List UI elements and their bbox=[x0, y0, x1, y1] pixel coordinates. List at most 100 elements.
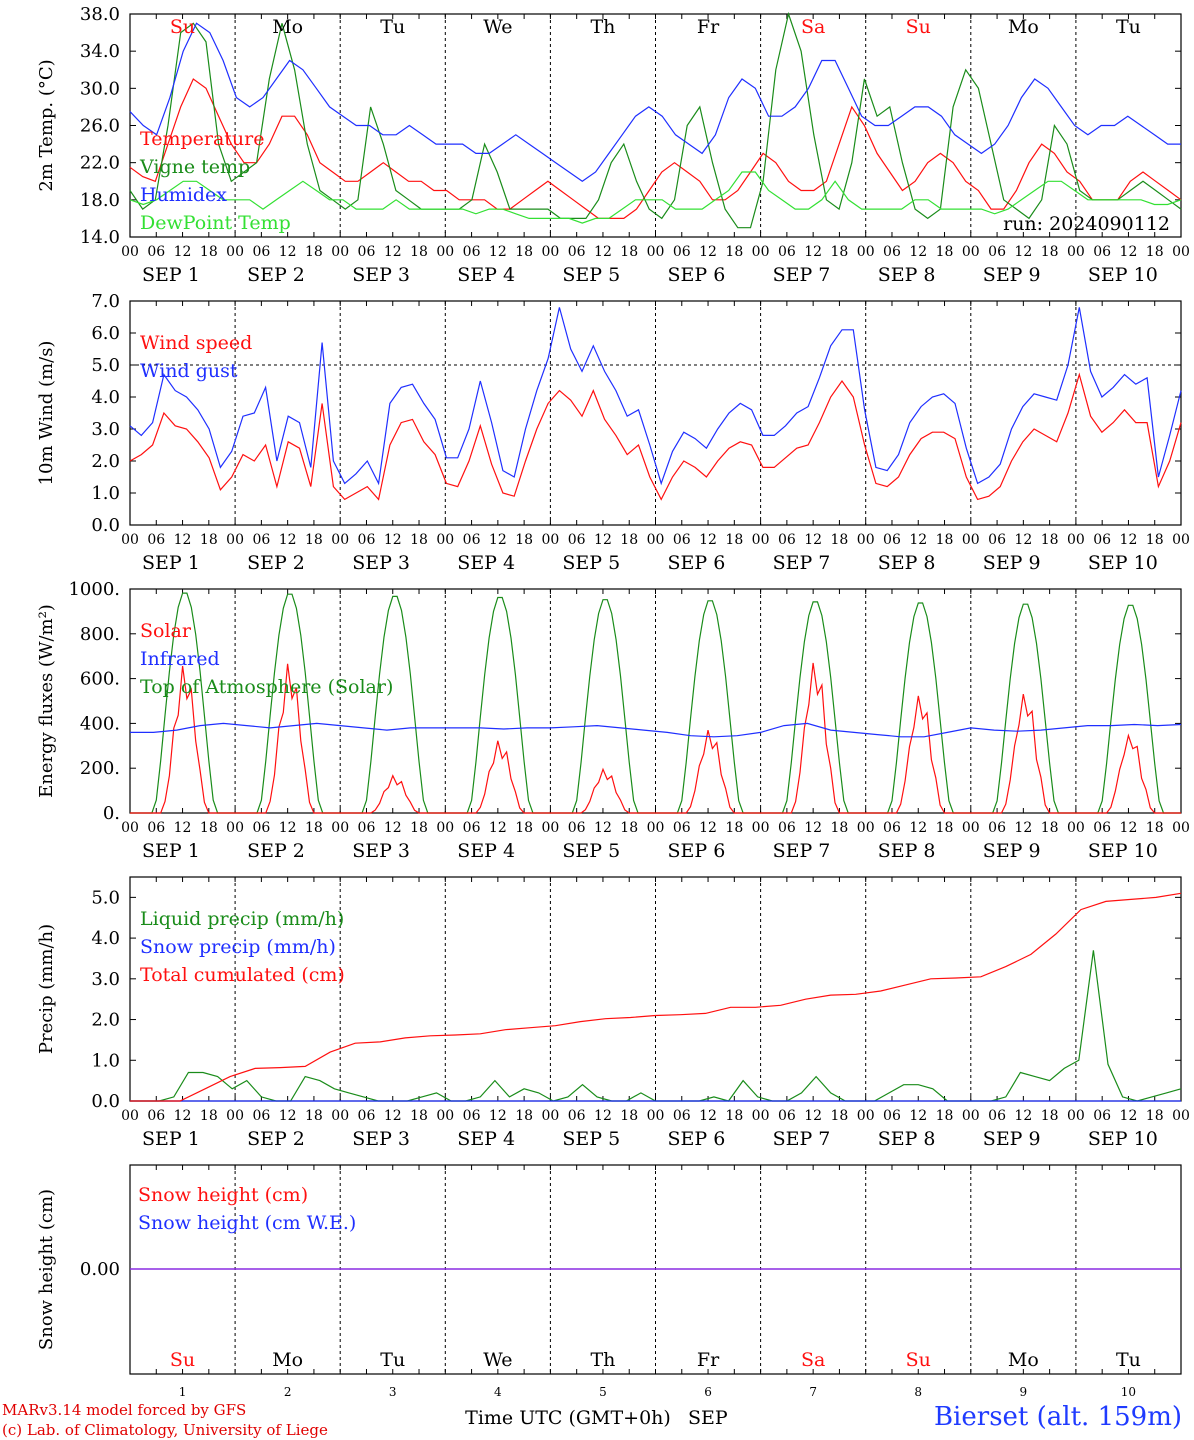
hour-tick-label: 00 bbox=[752, 820, 770, 836]
hour-tick-label: 12 bbox=[1120, 820, 1138, 836]
snow-legend-1: Snow height (cm) bbox=[138, 1184, 308, 1206]
day-label-bottom: We bbox=[483, 1349, 512, 1371]
temp-series-3 bbox=[129, 22, 1181, 183]
date-label: SEP 4 bbox=[457, 264, 515, 286]
hour-tick-label: 18 bbox=[936, 1108, 954, 1124]
energy-legend-1: Solar bbox=[140, 620, 192, 642]
hour-tick-label: 18 bbox=[515, 1108, 533, 1124]
hour-tick-label: 00 bbox=[647, 820, 665, 836]
y-tick-label: 6.0 bbox=[91, 323, 120, 344]
hour-tick-label: 12 bbox=[909, 532, 927, 548]
hour-tick-label: 18 bbox=[936, 820, 954, 836]
y-tick-label: 38.0 bbox=[80, 4, 120, 25]
y-tick-label: 7.0 bbox=[91, 291, 120, 312]
hour-tick-label: 12 bbox=[174, 532, 192, 548]
hour-tick-label: 12 bbox=[489, 244, 507, 260]
date-label: SEP 10 bbox=[1088, 264, 1158, 286]
hour-tick-label: 18 bbox=[410, 532, 428, 548]
snow-ylabel: Snow height (cm) bbox=[36, 1189, 57, 1350]
hour-tick-label: 06 bbox=[463, 1108, 481, 1124]
temp-legend-3: Humidex bbox=[140, 184, 227, 206]
hour-tick-label: 00 bbox=[752, 244, 770, 260]
hour-tick-label: 06 bbox=[358, 244, 376, 260]
hour-tick-label: 00 bbox=[121, 820, 139, 836]
hour-tick-label: 12 bbox=[384, 1108, 402, 1124]
hour-tick-label: 06 bbox=[568, 820, 586, 836]
hour-tick-label: 18 bbox=[831, 244, 849, 260]
day-label-top: Mo bbox=[272, 16, 303, 38]
hour-tick-label: 12 bbox=[489, 820, 507, 836]
hour-tick-label: 12 bbox=[699, 820, 717, 836]
hour-tick-label: 12 bbox=[699, 1108, 717, 1124]
day-label-bottom: Fr bbox=[697, 1349, 720, 1371]
date-label: SEP 6 bbox=[668, 264, 726, 286]
temp-series-4 bbox=[129, 171, 1182, 224]
hour-tick-label: 06 bbox=[883, 244, 901, 260]
day-label-top: Fr bbox=[697, 16, 720, 38]
precip-legend-3: Total cumulated (cm) bbox=[140, 964, 345, 986]
y-tick-label: 1000. bbox=[68, 579, 120, 600]
hour-tick-label: 00 bbox=[1067, 244, 1085, 260]
hour-tick-label: 00 bbox=[436, 820, 454, 836]
hour-tick-label: 12 bbox=[1120, 244, 1138, 260]
hour-tick-label: 00 bbox=[331, 820, 349, 836]
hour-tick-label: 00 bbox=[647, 532, 665, 548]
date-label: SEP 7 bbox=[773, 840, 831, 862]
hour-tick-label: 12 bbox=[279, 244, 297, 260]
hour-tick-label: 06 bbox=[988, 820, 1006, 836]
day-number: 2 bbox=[284, 1385, 292, 1399]
hour-tick-label: 12 bbox=[594, 244, 612, 260]
hour-tick-label: 00 bbox=[541, 1108, 559, 1124]
hour-tick-label: 18 bbox=[620, 820, 638, 836]
hour-tick-label: 06 bbox=[463, 532, 481, 548]
hour-tick-label: 18 bbox=[620, 532, 638, 548]
energy-legend-2: Infrared bbox=[140, 648, 220, 670]
hour-tick-label: 06 bbox=[778, 1108, 796, 1124]
hour-tick-label: 00 bbox=[331, 1108, 349, 1124]
hour-tick-label: 12 bbox=[804, 1108, 822, 1124]
hour-tick-label: 12 bbox=[279, 1108, 297, 1124]
hour-tick-label: 18 bbox=[831, 532, 849, 548]
precip-ylabel: Precip (mm/h) bbox=[36, 924, 57, 1054]
hour-tick-label: 00 bbox=[857, 1108, 875, 1124]
hour-tick-label: 00 bbox=[121, 1108, 139, 1124]
precip-legend-1: Liquid precip (mm/h) bbox=[140, 908, 344, 930]
date-label: SEP 3 bbox=[352, 552, 410, 574]
hour-tick-label: 18 bbox=[305, 244, 323, 260]
day-number: 8 bbox=[914, 1385, 922, 1399]
day-label-top: Th bbox=[590, 16, 615, 38]
date-label: SEP 8 bbox=[878, 264, 936, 286]
day-label-top: Tu bbox=[1116, 16, 1141, 38]
day-number: 9 bbox=[1020, 1385, 1028, 1399]
hour-tick-label: 06 bbox=[147, 244, 165, 260]
hour-tick-label: 18 bbox=[515, 532, 533, 548]
panel-1 bbox=[129, 13, 1182, 238]
date-label: SEP 1 bbox=[142, 840, 200, 862]
date-label: SEP 2 bbox=[247, 552, 305, 574]
date-label: SEP 10 bbox=[1088, 552, 1158, 574]
y-tick-label: 26.0 bbox=[80, 116, 120, 137]
hour-tick-label: 00 bbox=[962, 820, 980, 836]
hour-tick-label: 00 bbox=[857, 820, 875, 836]
hour-tick-label: 12 bbox=[699, 244, 717, 260]
date-label: SEP 2 bbox=[247, 1128, 305, 1150]
hour-tick-label: 18 bbox=[1146, 532, 1164, 548]
hour-tick-label: 06 bbox=[252, 1108, 270, 1124]
hour-tick-label: 00 bbox=[226, 820, 244, 836]
hour-tick-label: 00 bbox=[436, 1108, 454, 1124]
day-number: 1 bbox=[179, 1385, 187, 1399]
hour-tick-label: 06 bbox=[988, 244, 1006, 260]
hour-tick-label: 06 bbox=[252, 244, 270, 260]
energy-ylabel: Energy fluxes (W/m²) bbox=[36, 604, 57, 798]
hour-tick-label: 00 bbox=[962, 532, 980, 548]
hour-tick-label: 06 bbox=[988, 1108, 1006, 1124]
hour-tick-label: 06 bbox=[883, 1108, 901, 1124]
hour-tick-label: 06 bbox=[147, 1108, 165, 1124]
hour-tick-label: 12 bbox=[174, 244, 192, 260]
hour-tick-label: 00 bbox=[1067, 532, 1085, 548]
hour-tick-label: 06 bbox=[358, 820, 376, 836]
hour-tick-label: 06 bbox=[358, 1108, 376, 1124]
hour-tick-label: 00 bbox=[1067, 1108, 1085, 1124]
wind-series-1 bbox=[129, 372, 1182, 501]
